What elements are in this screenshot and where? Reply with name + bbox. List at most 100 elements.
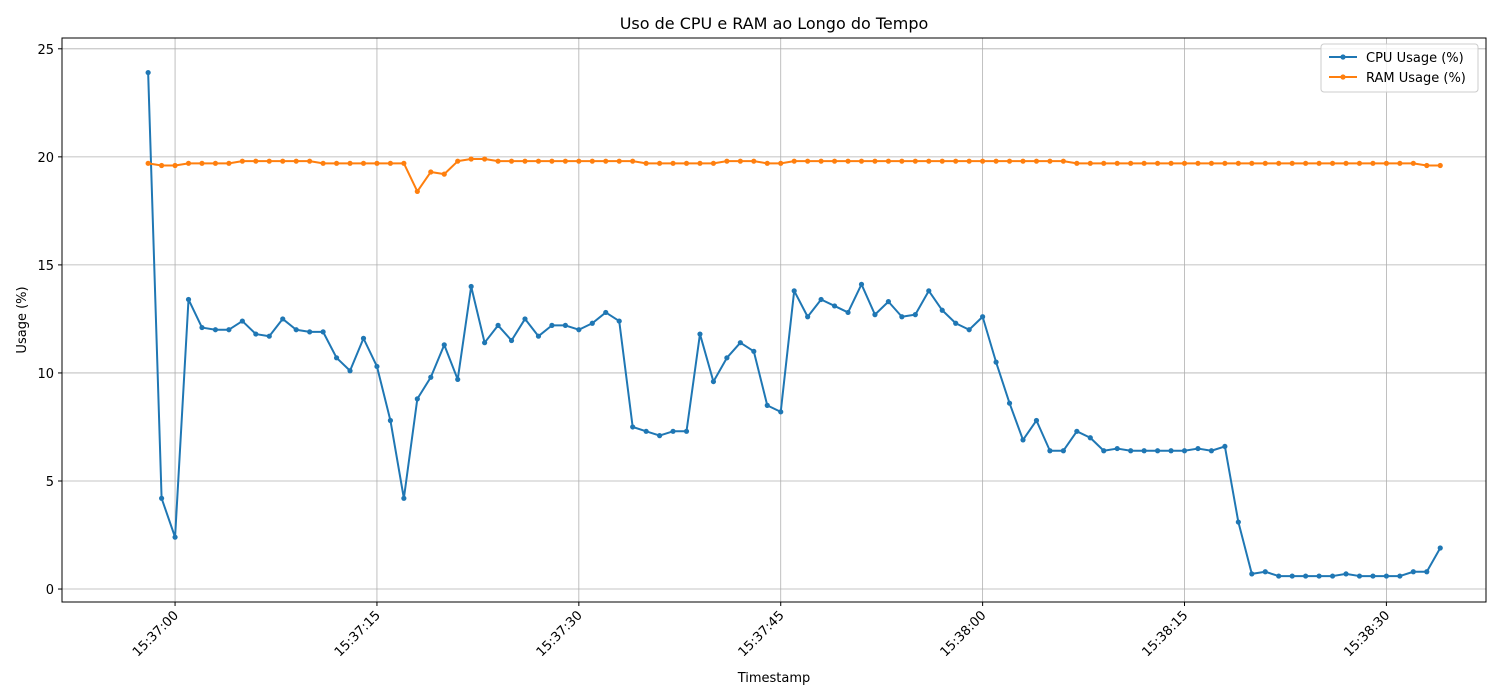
data-point xyxy=(858,281,865,287)
data-point xyxy=(508,158,515,164)
data-point xyxy=(172,162,178,169)
y-tick-label: 20 xyxy=(37,151,54,166)
data-point xyxy=(360,160,367,166)
data-point xyxy=(885,158,892,164)
data-point xyxy=(535,158,542,164)
data-point xyxy=(387,417,394,424)
data-point xyxy=(1329,573,1336,579)
data-point xyxy=(764,160,770,166)
y-tick-label: 10 xyxy=(37,367,54,382)
data-point xyxy=(159,495,165,501)
data-point xyxy=(347,160,353,166)
data-point xyxy=(1060,448,1066,454)
data-point xyxy=(1222,443,1228,450)
data-point xyxy=(1195,445,1201,452)
data-point xyxy=(885,299,892,305)
data-point xyxy=(1101,448,1107,454)
data-point xyxy=(1074,160,1080,166)
data-point xyxy=(185,296,192,303)
data-point xyxy=(1235,519,1241,525)
data-point xyxy=(414,396,420,402)
data-point xyxy=(1101,160,1107,166)
data-point xyxy=(1168,448,1174,454)
data-point xyxy=(1114,160,1120,166)
data-point xyxy=(589,320,595,326)
data-point xyxy=(643,160,649,166)
data-point xyxy=(1343,160,1349,166)
data-point xyxy=(1087,435,1093,441)
data-point xyxy=(643,428,649,434)
data-point xyxy=(1168,160,1174,166)
data-point xyxy=(387,160,394,166)
data-point xyxy=(212,327,219,333)
data-point xyxy=(710,378,717,385)
data-point xyxy=(455,376,461,383)
data-point xyxy=(1020,158,1026,164)
data-point xyxy=(333,160,340,166)
data-point xyxy=(845,158,851,164)
data-point xyxy=(1249,160,1255,166)
data-point xyxy=(670,428,676,434)
data-point xyxy=(616,158,622,164)
data-point xyxy=(616,318,622,324)
data-point xyxy=(1289,573,1295,579)
data-point xyxy=(307,329,313,335)
data-point xyxy=(764,402,770,408)
data-point xyxy=(1074,428,1080,434)
data-point xyxy=(1316,160,1322,166)
data-point xyxy=(239,318,245,324)
data-point xyxy=(1060,158,1066,164)
data-point xyxy=(926,288,932,294)
data-point xyxy=(212,160,219,166)
data-point xyxy=(253,158,259,164)
data-point xyxy=(401,160,407,166)
data-point xyxy=(589,158,595,164)
data-point xyxy=(1195,160,1201,166)
data-point xyxy=(1181,160,1188,166)
data-point xyxy=(1289,160,1295,166)
data-point xyxy=(1141,160,1147,166)
data-point xyxy=(1222,160,1228,166)
data-point xyxy=(549,158,555,164)
data-point xyxy=(1262,160,1268,166)
data-point xyxy=(1154,160,1161,166)
data-point xyxy=(1356,573,1363,579)
data-point xyxy=(831,303,838,309)
data-point xyxy=(805,158,811,164)
data-point xyxy=(953,320,959,326)
data-point xyxy=(737,340,743,346)
data-point xyxy=(630,158,636,164)
y-tick-label: 5 xyxy=(46,475,54,490)
data-point xyxy=(724,158,730,164)
data-point xyxy=(1276,573,1282,579)
data-point xyxy=(1181,448,1188,454)
data-point xyxy=(199,324,205,331)
data-point xyxy=(778,160,784,166)
y-tick-label: 15 xyxy=(37,259,54,274)
data-point xyxy=(1262,569,1268,575)
data-point xyxy=(1303,160,1309,166)
data-point xyxy=(562,322,568,328)
data-point xyxy=(1047,448,1053,454)
data-point xyxy=(1316,573,1322,579)
data-point xyxy=(1235,160,1241,166)
data-point xyxy=(1343,571,1349,577)
legend-label: CPU Usage (%) xyxy=(1366,51,1464,66)
data-point xyxy=(1397,573,1403,579)
data-point xyxy=(226,327,232,333)
data-point xyxy=(939,158,945,164)
data-point xyxy=(1383,573,1389,579)
data-point xyxy=(1329,160,1336,166)
data-point xyxy=(818,158,824,164)
y-tick-label: 0 xyxy=(46,583,54,598)
data-point xyxy=(1128,448,1134,454)
data-point xyxy=(145,160,151,166)
series-ram xyxy=(145,156,1443,195)
data-point xyxy=(1356,160,1363,166)
data-point xyxy=(522,316,528,322)
data-point xyxy=(320,329,326,335)
data-point xyxy=(414,188,420,195)
data-point xyxy=(1033,417,1040,424)
data-point xyxy=(1383,160,1389,166)
